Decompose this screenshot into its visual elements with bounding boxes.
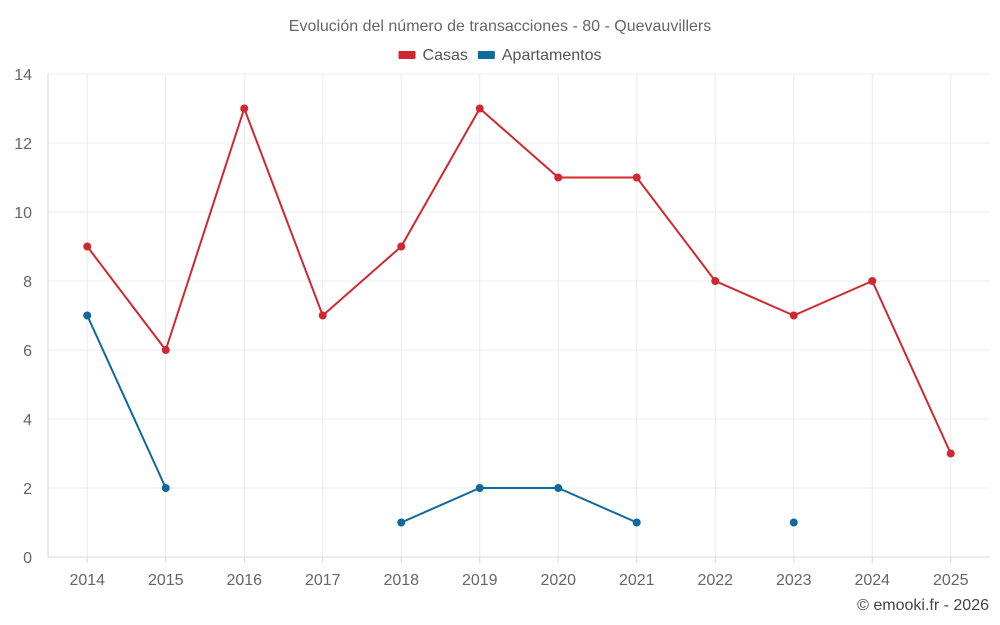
x-tick-label: 2020: [540, 572, 576, 589]
data-point-apartamentos-2021[interactable]: [632, 518, 641, 527]
x-tick-label: 2021: [619, 572, 655, 589]
legend: Casas Apartamentos: [398, 47, 602, 64]
series-casas: [83, 104, 955, 458]
y-tick-label: 12: [14, 136, 32, 153]
y-tick-label: 8: [23, 274, 32, 291]
data-point-casas-2022[interactable]: [711, 277, 720, 285]
data-point-casas-2015[interactable]: [161, 346, 170, 354]
legend-swatch: [477, 51, 495, 59]
data-point-casas-2023[interactable]: [789, 311, 798, 320]
series-line-apartamentos: [400, 487, 638, 524]
credit-text: © emooki.fr - 2026: [857, 597, 989, 614]
data-point-apartamentos-2018[interactable]: [397, 518, 406, 527]
y-tick-label: 14: [14, 67, 32, 84]
data-point-casas-2016[interactable]: [240, 104, 249, 113]
data-point-casas-2019[interactable]: [475, 104, 484, 113]
x-tick-label: 2023: [776, 572, 812, 589]
legend-label: Casas: [423, 47, 468, 64]
legend-label: Apartamentos: [502, 47, 602, 64]
data-point-casas-2024[interactable]: [868, 277, 877, 285]
x-tick-label: 2014: [69, 572, 105, 589]
data-point-casas-2014[interactable]: [83, 242, 92, 251]
legend-swatch: [398, 51, 416, 59]
x-tick-label: 2015: [148, 572, 184, 589]
axes: 0 2 4 6 8 10 12 14 2014 2015 2016 2017 2018 2019 2020 2…: [14, 67, 990, 589]
data-point-apartamentos-2019[interactable]: [475, 484, 484, 492]
data-point-casas-2020[interactable]: [554, 173, 563, 182]
x-tick-label: 2016: [226, 572, 262, 589]
data-point-casas-2021[interactable]: [632, 173, 641, 182]
grid: [48, 73, 990, 557]
x-tick-label: 2019: [462, 572, 498, 589]
y-tick-label: 0: [23, 550, 32, 567]
legend-item-apartamentos[interactable]: Apartamentos: [477, 47, 602, 64]
x-tick-label: 2024: [854, 572, 890, 589]
y-tick-label: 2: [23, 481, 32, 498]
series-apartamentos: [83, 311, 798, 527]
data-point-casas-2017[interactable]: [318, 311, 327, 320]
data-point-apartamentos-2015[interactable]: [161, 484, 170, 492]
x-tick-label: 2022: [697, 572, 733, 589]
data-point-apartamentos-2014[interactable]: [83, 311, 92, 320]
data-point-casas-2018[interactable]: [397, 242, 406, 251]
series-line-casas: [86, 107, 952, 454]
data-point-casas-2025[interactable]: [946, 449, 955, 458]
series-line-apartamentos: [86, 315, 167, 489]
legend-item-casas[interactable]: Casas: [398, 47, 468, 64]
chart-title: Evolución del número de transacciones - …: [289, 18, 711, 35]
x-tick-label: 2017: [305, 572, 341, 589]
data-point-apartamentos-2023[interactable]: [789, 518, 798, 527]
y-tick-label: 4: [23, 412, 32, 429]
y-tick-label: 10: [14, 205, 32, 222]
x-tick-label: 2025: [933, 572, 969, 589]
series-layer: [83, 104, 955, 527]
y-tick-label: 6: [23, 343, 32, 360]
data-point-apartamentos-2020[interactable]: [554, 484, 563, 492]
x-tick-label: 2018: [383, 572, 419, 589]
